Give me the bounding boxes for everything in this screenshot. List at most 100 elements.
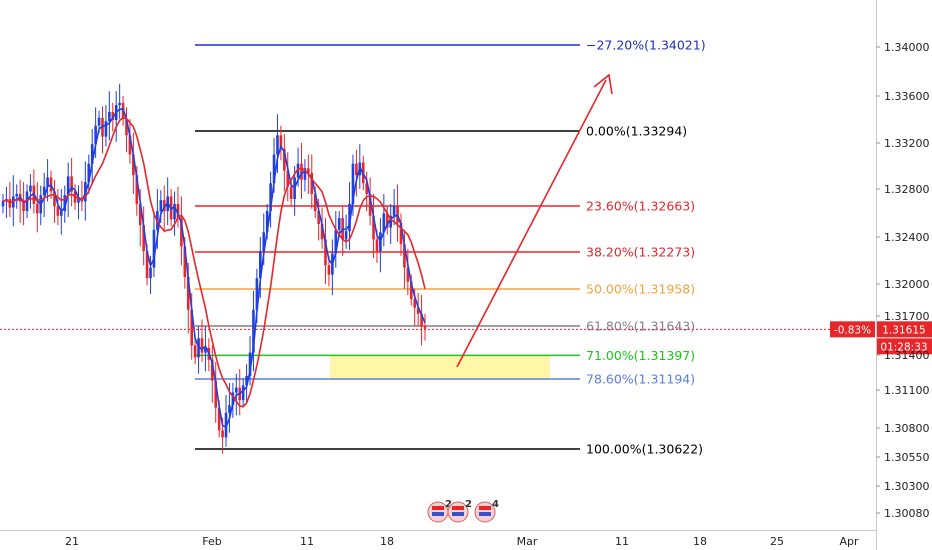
- candle-body: [42, 186, 46, 196]
- candle-body: [344, 231, 348, 240]
- fib-level-label: 23.60%(1.32663): [586, 199, 695, 214]
- projection-arrow-head: [593, 73, 613, 95]
- candle-body: [228, 405, 231, 413]
- candle-body: [372, 215, 375, 240]
- candle-body: [399, 222, 403, 245]
- candle-body: [104, 121, 108, 137]
- event-flag-stripe: [479, 506, 491, 510]
- fib-level-label: 71.00%(1.31397): [586, 348, 695, 363]
- candle-body: [259, 251, 262, 279]
- price-axis[interactable]: 1.34000 1.33600 1.33200 1.32800 1.32400 1.320…: [876, 0, 930, 550]
- candle-body: [193, 345, 197, 358]
- time-tick-label: 18: [693, 535, 707, 548]
- fib-level-label: −27.20%(1.34021): [586, 38, 706, 53]
- event-count: 2: [445, 499, 452, 510]
- fib-level-label: 0.00%(1.33294): [586, 124, 687, 139]
- candle-body: [90, 144, 94, 164]
- time-tick-label: Mar: [517, 535, 538, 548]
- time-tick-label: 18: [380, 535, 394, 548]
- candle-body: [252, 309, 255, 353]
- candle-body: [70, 176, 73, 192]
- event-flag-stripe: [452, 512, 464, 516]
- candle-body: [351, 163, 355, 204]
- time-tick-label: 11: [615, 535, 629, 548]
- candlesticks: [1, 83, 427, 454]
- candle-body: [183, 246, 187, 277]
- candle-body: [355, 163, 358, 176]
- candle-body: [87, 163, 91, 183]
- candle-body: [262, 232, 266, 252]
- candle-body: [118, 102, 121, 106]
- candle-body: [368, 193, 372, 216]
- candle-body: [300, 163, 303, 180]
- candle-body: [1, 201, 5, 207]
- candle-body: [265, 211, 269, 233]
- candle-body: [138, 203, 142, 226]
- candle-body: [248, 352, 252, 376]
- candle-body: [392, 206, 396, 216]
- candle-body: [36, 203, 39, 214]
- candle-body: [235, 387, 238, 393]
- candle-body: [173, 203, 176, 220]
- countdown-text: 01:28:33: [880, 341, 927, 353]
- fast-moving-average: [2, 108, 426, 429]
- candle-body: [77, 197, 80, 203]
- fib-level-label: 100.00%(1.30622): [586, 442, 703, 457]
- candle-body: [286, 170, 290, 187]
- candle-body: [66, 176, 70, 196]
- candle-body: [204, 347, 207, 353]
- fibonacci-levels[interactable]: −27.20%(1.34021) 0.00%(1.33294) 23.60%(1.3…: [195, 38, 706, 457]
- candle-body: [389, 215, 392, 228]
- projection-arrow[interactable]: [456, 73, 613, 368]
- candle-body: [245, 375, 248, 386]
- economic-events[interactable]: 2 2 4: [427, 499, 499, 523]
- price-tick-label: 1.31700: [884, 310, 930, 323]
- candle-body: [190, 309, 193, 346]
- time-axis[interactable]: 21 Feb 11 18 Mar 11 18 25 Apr: [0, 530, 876, 549]
- candle-body: [296, 163, 300, 178]
- candle-body: [310, 172, 314, 194]
- candle-body: [420, 313, 423, 327]
- candle-body: [162, 200, 166, 212]
- slow-moving-average: [2, 116, 426, 408]
- candle-body: [125, 118, 128, 136]
- candle-body: [276, 135, 279, 155]
- price-tick-label: 1.31100: [884, 384, 930, 397]
- candle-body: [152, 229, 156, 268]
- price-tick-label: 1.31400: [884, 349, 930, 362]
- candle-body: [15, 193, 19, 197]
- candle-body: [283, 148, 286, 171]
- candle-body: [307, 168, 310, 173]
- candle-body: [313, 193, 317, 212]
- candle-body: [385, 213, 389, 228]
- price-tick-label: 1.32400: [884, 231, 930, 244]
- candle-body: [289, 186, 293, 199]
- price-change-text: -0.83%: [834, 324, 871, 336]
- event-flag-stripe: [479, 512, 491, 516]
- candle-body: [128, 135, 132, 155]
- price-tick-label: 1.34000: [884, 41, 930, 54]
- candle-body: [348, 203, 351, 232]
- current-price-badge: [876, 321, 932, 338]
- price-tick-label: 1.32000: [884, 278, 930, 291]
- candle-body: [413, 299, 417, 308]
- candle-body: [423, 326, 427, 329]
- candle-body: [327, 265, 331, 275]
- candle-body: [186, 276, 190, 310]
- candle-body: [132, 154, 135, 176]
- price-change-badge: [830, 321, 875, 338]
- candle-body: [365, 183, 368, 194]
- candle-body: [334, 229, 338, 254]
- candle-body: [53, 191, 56, 207]
- candle-body: [303, 168, 307, 180]
- fib-level-label: 78.60%(1.31194): [586, 372, 695, 387]
- price-tick-label: 1.30080: [884, 507, 930, 520]
- candle-body: [416, 307, 420, 314]
- candle-body: [97, 117, 101, 126]
- candle-body: [403, 244, 406, 268]
- candle-body: [320, 224, 324, 240]
- time-tick-label: 11: [300, 535, 314, 548]
- candle-body: [279, 135, 283, 149]
- fib-level-label: 61.80%(1.31643): [586, 319, 695, 334]
